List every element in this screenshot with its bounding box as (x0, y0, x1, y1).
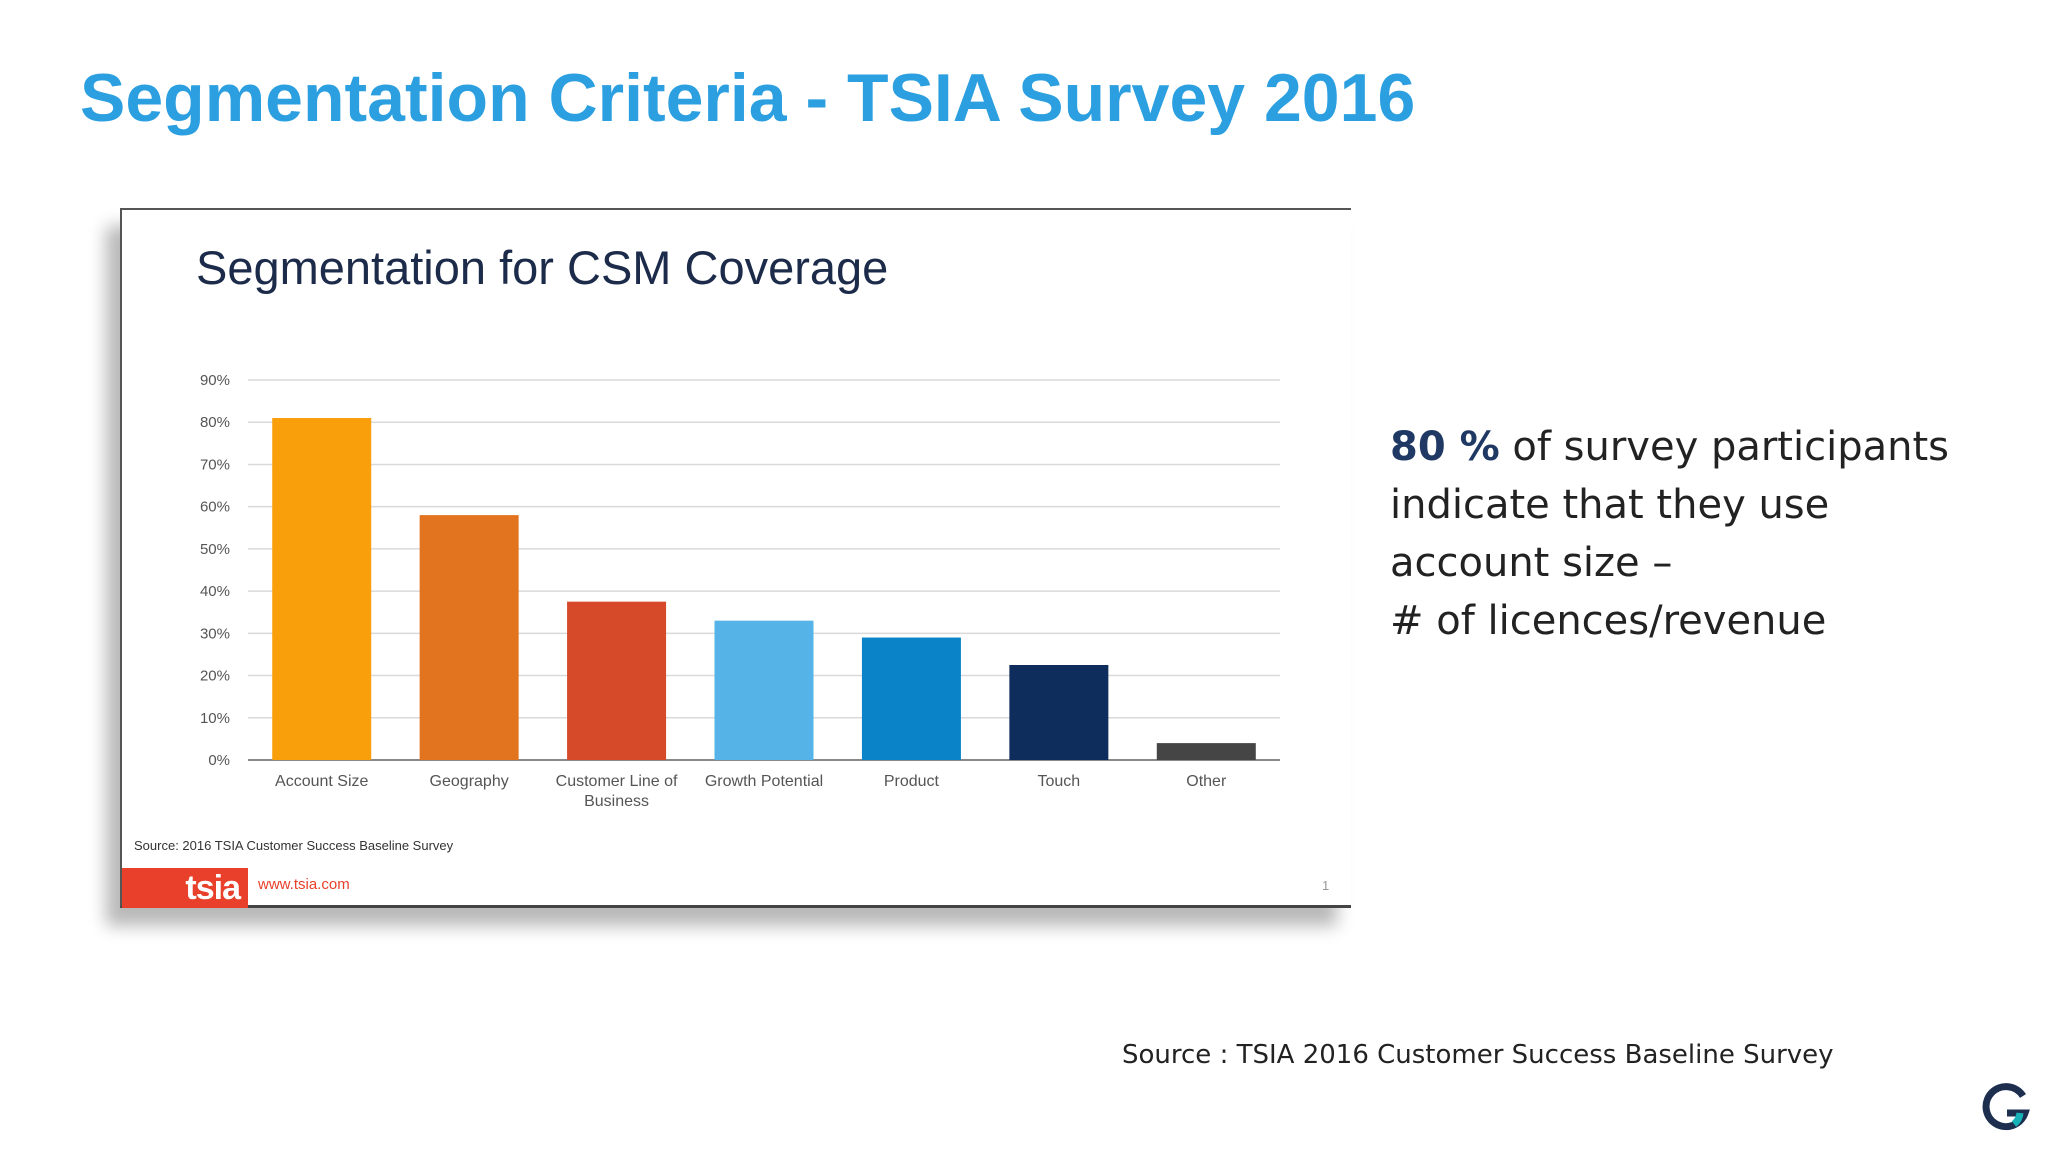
slide-source: Source : TSIA 2016 Customer Success Base… (1122, 1040, 1834, 1070)
y-tick-label: 60% (200, 499, 230, 516)
bar (419, 515, 519, 760)
x-category-label: Product (884, 773, 940, 790)
x-category-label: Other (1186, 773, 1227, 790)
x-category-label: Business (584, 793, 649, 810)
bar (272, 418, 372, 760)
bar (567, 601, 667, 760)
callout-line-2: # of licences/revenue (1390, 598, 1827, 644)
y-tick-label: 40% (200, 583, 230, 600)
y-tick-label: 10% (200, 710, 230, 727)
chart-title: Segmentation for CSM Coverage (196, 241, 889, 294)
g-logo-icon (1982, 1083, 2030, 1131)
y-tick-label: 0% (208, 752, 230, 769)
tsia-logo: tsia (122, 868, 248, 908)
tsia-url-link[interactable]: www.tsia.com (258, 876, 350, 893)
chart-image-card: Segmentation for CSM Coverage 0% 10% 20% 30… (120, 208, 1351, 908)
chart-source-note: Source: 2016 TSIA Customer Success Basel… (134, 838, 454, 853)
y-tick-label: 20% (200, 668, 230, 685)
slide-title: Segmentation Criteria - TSIA Survey 2016 (80, 60, 1416, 136)
callout-text: 80 % of survey participants indicate tha… (1390, 418, 1990, 650)
bar (1156, 743, 1256, 760)
x-category-label: Customer Line of (556, 773, 678, 790)
bar (1009, 665, 1109, 760)
x-category-label: Geography (430, 773, 509, 790)
bar (714, 620, 814, 760)
y-tick-label: 50% (200, 541, 230, 558)
y-tick-label: 90% (200, 372, 230, 389)
x-category-label: Touch (1038, 773, 1081, 790)
callout-highlight: 80 % (1390, 424, 1500, 470)
bar (861, 637, 961, 760)
page-number: 1 (1322, 878, 1330, 893)
y-tick-label: 70% (200, 456, 230, 473)
bar-chart: 0% 10% 20% 30% 40% 50% 60% 70% 80% 90% Account Siz… (200, 372, 1280, 810)
x-category-label: Growth Potential (705, 773, 823, 790)
y-tick-label: 30% (200, 625, 230, 642)
x-category-label: Account Size (275, 773, 368, 790)
callout-body: of survey participants indicate that the… (1390, 424, 1949, 586)
y-tick-label: 80% (200, 414, 230, 431)
